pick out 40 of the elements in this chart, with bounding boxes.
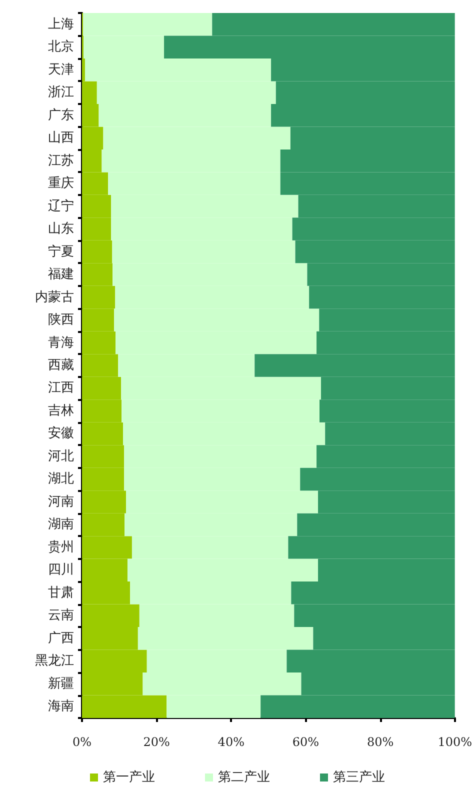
x-tick-label: 20% xyxy=(143,735,170,749)
y-tick-label: 河北 xyxy=(48,448,74,464)
legend-label: 第二产业 xyxy=(218,770,270,785)
x-tick-label: 40% xyxy=(218,735,244,749)
x-tick-label: 0% xyxy=(72,735,92,749)
legend-label: 第三产业 xyxy=(333,770,385,785)
y-tick-label: 山东 xyxy=(48,222,74,237)
y-tick-label: 北京 xyxy=(48,40,74,55)
legend-label: 第一产业 xyxy=(103,770,155,785)
y-tick-label: 山西 xyxy=(48,130,74,146)
y-tick-label: 西藏 xyxy=(48,358,74,373)
y-tick-label: 湖北 xyxy=(48,472,74,487)
y-tick-label: 陕西 xyxy=(48,312,74,328)
y-tick-label: 贵州 xyxy=(48,540,74,555)
y-tick-label: 新疆 xyxy=(48,676,74,692)
y-tick-label: 四川 xyxy=(48,562,74,578)
y-tick-label: 福建 xyxy=(48,267,74,282)
y-tick-label: 黑龙江 xyxy=(35,654,74,669)
y-tick-label: 甘肃 xyxy=(48,585,74,600)
y-tick-label: 浙江 xyxy=(48,85,74,100)
y-tick-label: 上海 xyxy=(48,16,74,32)
y-tick-label: 云南 xyxy=(48,608,74,624)
y-tick-label: 江苏 xyxy=(48,153,74,168)
x-tick-label: 60% xyxy=(292,735,320,749)
y-tick-label: 吉林 xyxy=(48,403,74,418)
y-tick-label: 内蒙古 xyxy=(35,290,74,305)
x-tick-label: 80% xyxy=(366,735,394,749)
y-tick-label: 安徽 xyxy=(48,425,74,442)
y-tick-label: 青海 xyxy=(48,335,74,350)
y-tick-label: 天津 xyxy=(48,62,74,78)
x-tick-label: 100% xyxy=(438,735,472,749)
y-tick-label: 湖南 xyxy=(48,517,74,532)
y-tick-label: 广东 xyxy=(48,108,74,123)
y-tick-label: 重庆 xyxy=(48,176,74,192)
y-tick-label: 海南 xyxy=(48,699,74,714)
y-tick-label: 辽宁 xyxy=(48,198,74,214)
y-tick-label: 广西 xyxy=(48,630,74,646)
y-tick-label: 江西 xyxy=(48,380,74,396)
y-tick-label: 宁夏 xyxy=(48,243,74,260)
y-tick-label: 河南 xyxy=(48,494,74,510)
